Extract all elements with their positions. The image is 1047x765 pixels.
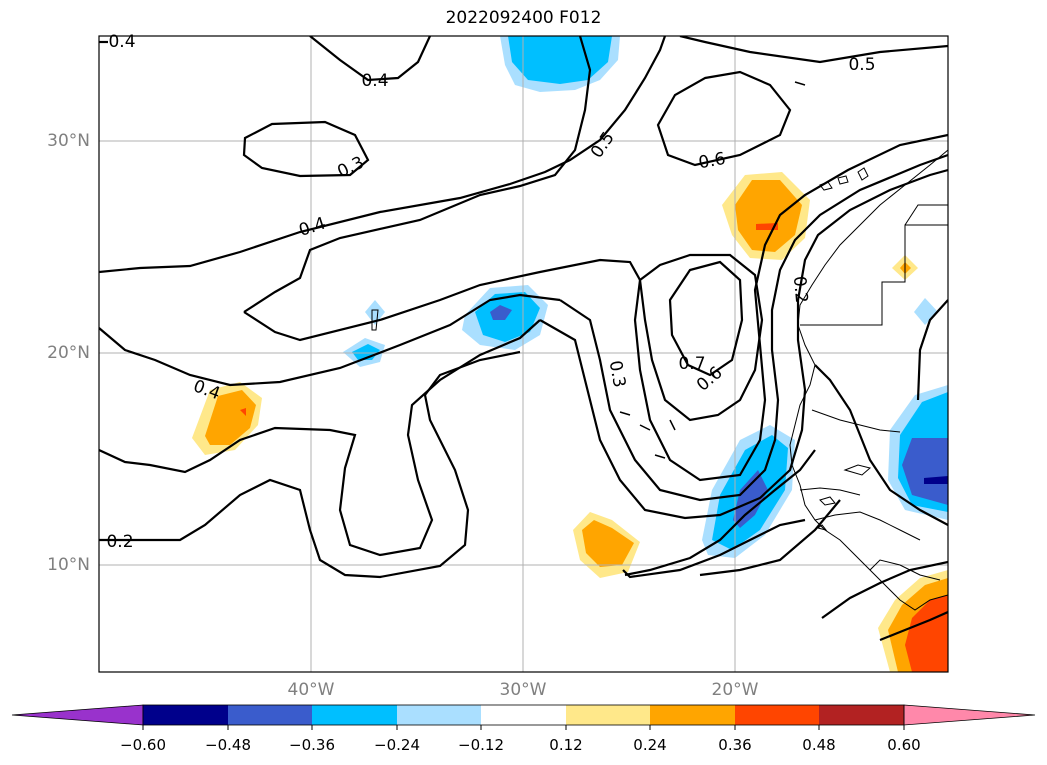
- contour-0-7: [668, 260, 744, 377]
- colorbar-tick-label: −0.12: [458, 736, 504, 754]
- border-senegal: [799, 487, 861, 496]
- contour-south-long: [699, 499, 841, 577]
- colorbar-bin-5: [481, 705, 566, 725]
- colorbar-bin-9: [819, 705, 904, 725]
- colorbar-tick-label: −0.36: [289, 736, 335, 754]
- colorbar-bin-4: [397, 705, 481, 725]
- colorbar-frame: [142, 704, 905, 726]
- contour-0-2-southeast: [814, 364, 948, 526]
- contour-0-5-topright: [679, 36, 948, 64]
- contour-label-0-2-east: 0.2: [789, 275, 811, 304]
- colorbar-bin-7: [650, 705, 735, 725]
- contour-0-3-west: [99, 350, 521, 579]
- colorbar-tick-label: −0.24: [374, 736, 420, 754]
- contour-label-0-4-top: 0.4: [361, 71, 388, 91]
- contour-0-4-west-lower: [99, 319, 541, 557]
- contour-label-0-3-north: 0.3: [334, 153, 367, 183]
- plot-frame: [98, 35, 949, 673]
- contour-small-wiggle: [619, 81, 806, 459]
- contour-label-0-5-center: 0.5: [587, 128, 619, 162]
- africa-coastline: [789, 149, 948, 611]
- contour-0-6-center: [638, 253, 764, 422]
- colorbar-extend-low: [11, 704, 144, 726]
- negative-anomaly-central-inner: [490, 305, 512, 320]
- contour-0-3-center: [243, 133, 948, 482]
- colorbar-ticks: [142, 725, 905, 730]
- contour-bottom-right: [879, 610, 948, 642]
- lon-label-40w: 40°W: [287, 680, 335, 700]
- contour-0-5-center: [99, 36, 667, 274]
- contour-0-2-right: [916, 299, 948, 401]
- colorbar-tick-label: −0.48: [205, 736, 251, 754]
- contour-label-0-5-topright: 0.5: [848, 55, 875, 75]
- lat-label-20n: 20°N: [47, 343, 90, 363]
- colorbar-tick-label: 0.48: [802, 736, 835, 754]
- colorbar-tick-label: 0.36: [718, 736, 751, 754]
- border-inland: [869, 559, 941, 581]
- contour-0-6-north: [656, 70, 792, 167]
- border-guinea: [814, 511, 921, 541]
- contour-0-4-top: [309, 36, 431, 82]
- lon-label-20w: 20°W: [711, 680, 759, 700]
- contour-0-4-mid: [243, 36, 592, 313]
- contour-label-0-2-west: 0.2: [106, 532, 133, 552]
- colorbar-bin-2: [228, 705, 312, 725]
- colorbar-tick-label: 0.24: [633, 736, 666, 754]
- colorbar-bin-8: [735, 705, 819, 725]
- colorbar-bin-6: [566, 705, 650, 725]
- contour-label-0-4-topleft: 0.4: [108, 32, 135, 52]
- anomaly-shading: [192, 36, 948, 672]
- contour-small-37w: [371, 309, 379, 331]
- colorbar-bin-1: [143, 705, 228, 725]
- colorbar-bin-3: [312, 705, 397, 725]
- coastlines: [789, 149, 948, 611]
- colorbar: [11, 704, 1036, 726]
- border-western-sahara: [800, 224, 948, 326]
- colorbar-extend-high: [903, 704, 1036, 726]
- negative-anomaly-north-core: [508, 36, 612, 84]
- lat-label-10n: 10°N: [47, 555, 90, 575]
- contour-label-0-4-mid: 0.4: [297, 214, 329, 241]
- contour-0-2-east-inner: [559, 153, 948, 502]
- contour-0-4-west: [99, 293, 561, 387]
- colorbar-tick-label: 0.60: [887, 736, 920, 754]
- colorbar-tick-label: −0.60: [120, 736, 166, 754]
- contour-0-2-south: [624, 449, 816, 577]
- contour-southeast-lower: [821, 560, 948, 619]
- contour-label-0-7: 0.7: [678, 354, 705, 374]
- border-north: [904, 204, 948, 226]
- border-mauritania: [811, 409, 901, 433]
- contour-0-2-east: [539, 168, 948, 520]
- colorbar-tick-label: 0.12: [549, 736, 582, 754]
- page-title: 2022092400 F012: [445, 8, 602, 28]
- lat-label-30n: 30°N: [47, 131, 90, 151]
- contour-0-3-north: [242, 120, 370, 178]
- contour-lines: [99, 36, 948, 642]
- gridlines: [99, 36, 948, 672]
- colorbar-tick-labels: −0.60 −0.48 −0.36 −0.24 −0.12 0.12 0.24 …: [120, 736, 921, 754]
- lon-label-30w: 30°W: [499, 680, 547, 700]
- contour-label-0-3-center: 0.3: [605, 359, 629, 389]
- contour-0-1-south: [622, 518, 806, 579]
- contour-label-0-6-north: 0.6: [697, 149, 727, 173]
- negative-anomaly-central-core: [475, 292, 540, 342]
